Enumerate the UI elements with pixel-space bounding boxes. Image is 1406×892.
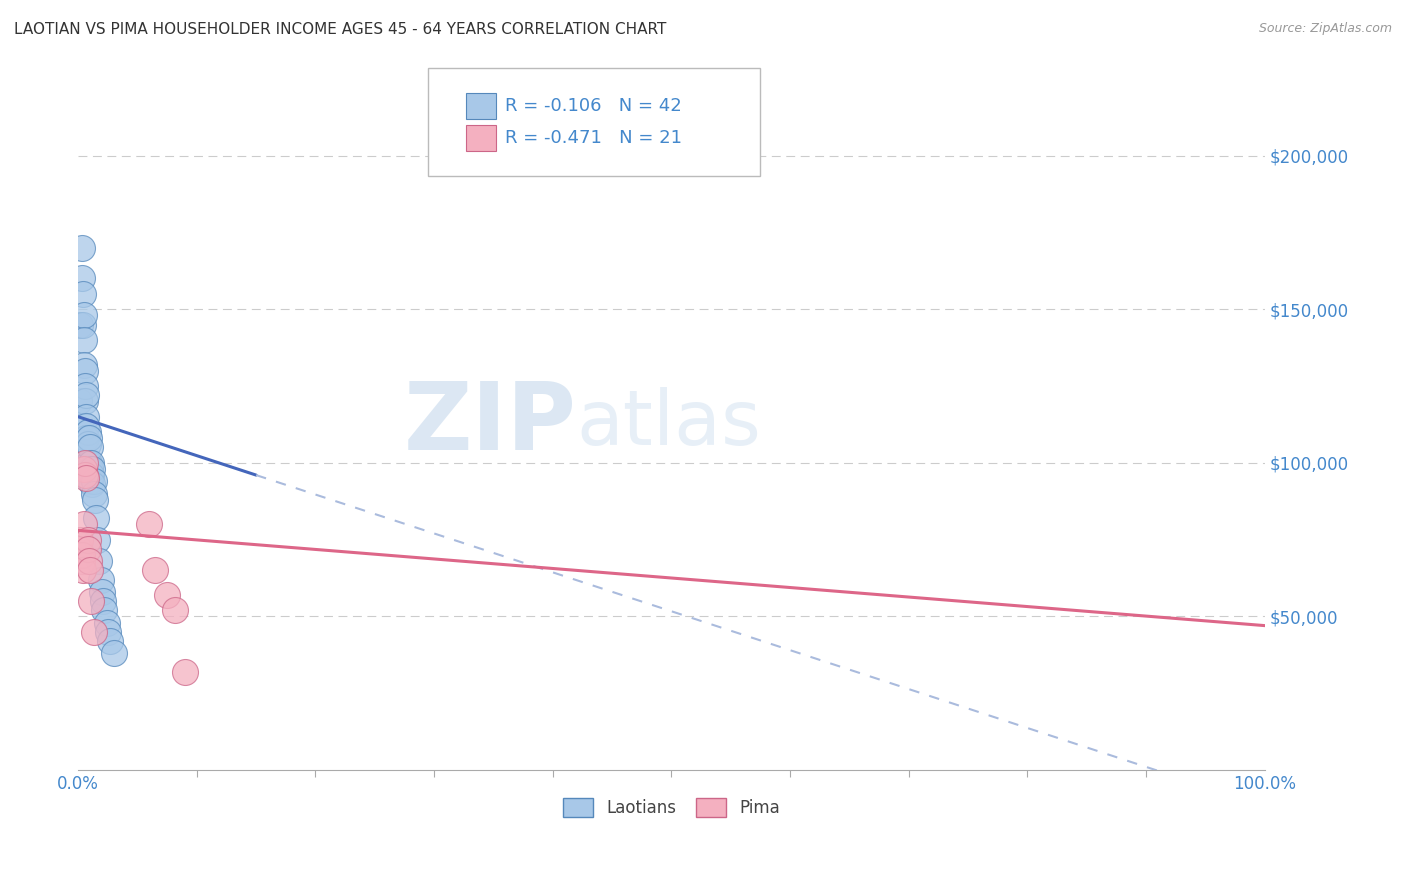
Point bbox=[143, 563, 166, 577]
Point bbox=[75, 388, 97, 402]
Point bbox=[75, 364, 97, 378]
Point bbox=[70, 548, 93, 562]
Point bbox=[174, 665, 197, 679]
Point bbox=[96, 615, 118, 630]
Point bbox=[83, 624, 105, 639]
Point bbox=[75, 431, 97, 445]
Point bbox=[72, 286, 94, 301]
Point bbox=[82, 477, 104, 491]
Point bbox=[77, 431, 100, 445]
Point bbox=[67, 541, 90, 556]
Text: Source: ZipAtlas.com: Source: ZipAtlas.com bbox=[1258, 22, 1392, 36]
Point bbox=[90, 573, 112, 587]
Point bbox=[79, 462, 101, 476]
Point bbox=[98, 634, 121, 648]
Text: LAOTIAN VS PIMA HOUSEHOLDER INCOME AGES 45 - 64 YEARS CORRELATION CHART: LAOTIAN VS PIMA HOUSEHOLDER INCOME AGES … bbox=[14, 22, 666, 37]
Legend: Laotians, Pima: Laotians, Pima bbox=[557, 791, 787, 824]
Point bbox=[76, 533, 98, 547]
Point bbox=[79, 563, 101, 577]
Point bbox=[80, 456, 103, 470]
FancyBboxPatch shape bbox=[429, 69, 761, 176]
Point bbox=[83, 492, 105, 507]
Point bbox=[83, 475, 105, 489]
Point bbox=[84, 511, 107, 525]
Point bbox=[90, 584, 112, 599]
Point bbox=[138, 517, 160, 532]
Point bbox=[73, 333, 96, 347]
Point bbox=[75, 409, 97, 424]
FancyBboxPatch shape bbox=[467, 125, 496, 152]
Point bbox=[72, 318, 94, 332]
Point bbox=[72, 563, 94, 577]
Point bbox=[73, 517, 96, 532]
Point bbox=[75, 419, 97, 434]
Point bbox=[75, 468, 97, 483]
Point bbox=[91, 594, 114, 608]
Text: R = -0.471   N = 21: R = -0.471 N = 21 bbox=[505, 129, 682, 147]
Point bbox=[103, 646, 125, 660]
Point bbox=[75, 379, 97, 393]
Point bbox=[73, 358, 96, 372]
Point bbox=[80, 468, 103, 483]
Point bbox=[69, 533, 91, 547]
Point bbox=[69, 318, 91, 332]
Text: R = -0.106   N = 42: R = -0.106 N = 42 bbox=[505, 96, 682, 115]
Point bbox=[86, 533, 108, 547]
Point bbox=[79, 475, 101, 489]
Point bbox=[165, 603, 187, 617]
FancyBboxPatch shape bbox=[467, 93, 496, 119]
Point bbox=[89, 554, 111, 568]
Point bbox=[76, 541, 98, 556]
Point bbox=[73, 462, 96, 476]
Point bbox=[70, 554, 93, 568]
Point bbox=[73, 309, 96, 323]
Point bbox=[75, 471, 97, 485]
Point bbox=[77, 554, 100, 568]
Point bbox=[75, 394, 97, 409]
Point bbox=[82, 462, 104, 476]
Point bbox=[75, 456, 97, 470]
Point bbox=[97, 624, 120, 639]
Point bbox=[80, 594, 103, 608]
Point bbox=[76, 437, 98, 451]
Point bbox=[156, 588, 179, 602]
Point bbox=[70, 241, 93, 255]
Point bbox=[93, 603, 115, 617]
Point bbox=[70, 271, 93, 285]
Point bbox=[67, 394, 90, 409]
Point bbox=[83, 486, 105, 500]
Text: ZIP: ZIP bbox=[404, 378, 576, 470]
Point bbox=[79, 441, 101, 455]
Point bbox=[76, 456, 98, 470]
Point bbox=[76, 425, 98, 439]
Point bbox=[77, 456, 100, 470]
Text: atlas: atlas bbox=[576, 387, 762, 461]
